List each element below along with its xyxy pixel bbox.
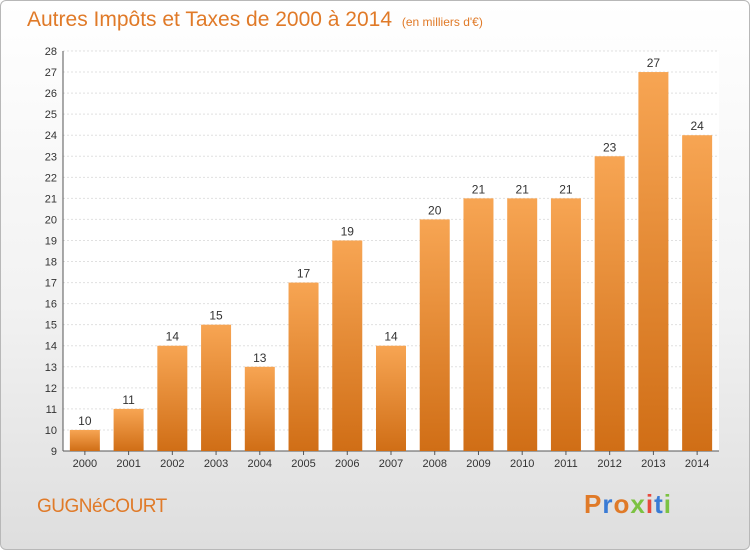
x-tick-label: 2009: [466, 458, 490, 470]
x-tick-label: 2014: [685, 458, 709, 470]
x-tick-label: 2005: [291, 458, 315, 470]
x-tick-label: 2012: [597, 458, 621, 470]
bar: [332, 240, 363, 451]
bar: [288, 282, 319, 451]
data-label: 17: [297, 267, 311, 281]
x-tick-label: 2007: [379, 458, 403, 470]
bar: [157, 345, 188, 451]
data-label: 10: [78, 414, 92, 428]
logo-letter: i: [645, 489, 655, 519]
data-label: 14: [166, 330, 180, 344]
y-tick-label: 18: [45, 257, 57, 269]
bar: [550, 198, 581, 451]
bar: [594, 156, 625, 451]
y-tick-label: 27: [45, 67, 57, 79]
y-tick-label: 11: [46, 404, 57, 416]
logo-letter: t: [654, 489, 664, 519]
y-tick-label: 15: [45, 320, 57, 332]
data-label: 20: [428, 203, 442, 217]
logo-letter: o: [613, 489, 631, 519]
y-tick-label: 25: [45, 109, 57, 121]
y-tick-label: 22: [45, 172, 57, 184]
x-tick-label: 2000: [73, 458, 97, 470]
x-tick-label: 2006: [335, 458, 359, 470]
x-tick-label: 2001: [116, 458, 140, 470]
x-tick-label: 2003: [204, 458, 228, 470]
y-tick-label: 21: [45, 193, 57, 205]
y-tick-label: 17: [45, 278, 57, 290]
y-tick-label: 10: [45, 425, 57, 437]
chart-title: Autres Impôts et Taxes de 2000 à 2014: [27, 8, 393, 31]
data-label: 24: [690, 119, 704, 133]
data-label: 13: [253, 351, 267, 365]
bar: [419, 219, 450, 451]
logo-letter: i: [663, 489, 672, 519]
logo-letter: P: [584, 489, 603, 519]
data-label: 14: [384, 330, 398, 344]
data-label: 23: [603, 140, 617, 154]
data-label: 11: [122, 393, 135, 407]
x-tick-label: 2008: [422, 458, 446, 470]
data-label: 27: [647, 56, 661, 70]
y-tick-label: 13: [45, 362, 57, 374]
chart-title-block: Autres Impôts et Taxes de 2000 à 2014 (e…: [27, 8, 483, 32]
data-label: 15: [209, 309, 223, 323]
proxiti-logo: Proxiti: [584, 489, 672, 520]
data-label: 19: [341, 224, 355, 238]
bar: [113, 408, 144, 451]
bar: [682, 135, 713, 452]
x-tick-label: 2002: [160, 458, 184, 470]
x-tick-label: 2010: [510, 458, 534, 470]
x-tick-label: 2004: [248, 458, 272, 470]
bar: [638, 72, 669, 451]
y-tick-label: 28: [45, 46, 57, 58]
y-tick-label: 14: [45, 341, 57, 353]
chart-subtitle: (en milliers d'€): [401, 15, 483, 29]
y-tick-label: 26: [45, 88, 57, 100]
logo-letter: r: [602, 489, 614, 519]
y-tick-label: 20: [45, 214, 57, 226]
x-tick-label: 2011: [554, 458, 578, 470]
y-tick-label: 19: [45, 235, 57, 247]
bar: [69, 429, 100, 451]
bar: [244, 366, 275, 451]
y-tick-label: 24: [45, 130, 57, 142]
y-tick-label: 9: [51, 446, 57, 458]
logo-letter: x: [630, 489, 646, 519]
data-label: 21: [516, 182, 530, 196]
bar: [463, 198, 494, 451]
y-tick-label: 16: [45, 299, 57, 311]
bar: [507, 198, 538, 451]
data-label: 21: [559, 182, 573, 196]
data-label: 21: [472, 182, 486, 196]
y-tick-label: 12: [45, 383, 57, 395]
x-tick-label: 2013: [641, 458, 665, 470]
y-tick-label: 23: [45, 151, 57, 163]
commune-name: GUGNéCOURT: [37, 496, 167, 517]
bar: [376, 345, 406, 451]
bar: [201, 324, 232, 451]
